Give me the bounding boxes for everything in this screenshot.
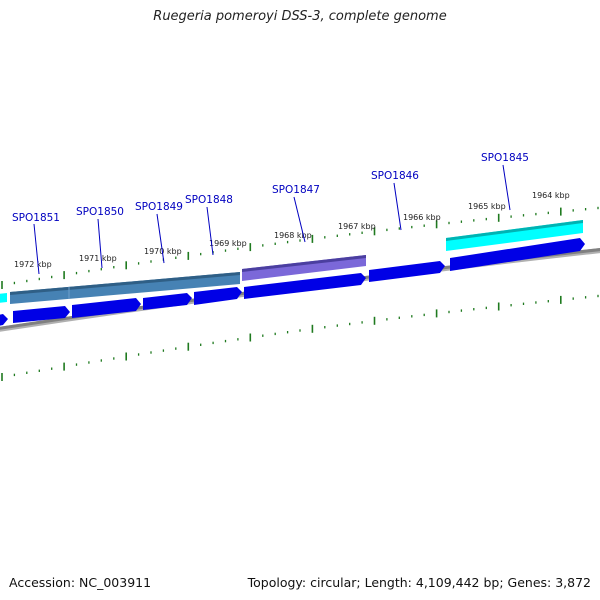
- cds-track: [0, 238, 585, 326]
- leader-line: [97, 218, 103, 269]
- gene-leaders: [33, 164, 511, 275]
- tick-label: 1971 kbp: [79, 254, 117, 263]
- leader-line: [293, 196, 306, 243]
- cds-arrow[interactable]: [143, 293, 192, 310]
- tick-label: 1965 kbp: [468, 202, 506, 211]
- cds-arrow[interactable]: [450, 238, 585, 271]
- tick-label: 1964 kbp: [532, 191, 570, 200]
- feature-bar-steel-highlight: [10, 272, 240, 295]
- leader-line: [33, 223, 40, 275]
- feature-bar-cyan-highlight: [446, 220, 583, 241]
- tick-label: 1972 kbp: [14, 260, 52, 269]
- tick-label: 1966 kbp: [403, 213, 441, 222]
- gene-label-spo1846[interactable]: SPO1846: [371, 170, 419, 182]
- gene-label-spo1845[interactable]: SPO1845: [481, 152, 529, 164]
- cds-arrow[interactable]: [72, 298, 141, 318]
- gene-label-spo1849[interactable]: SPO1849: [135, 201, 183, 213]
- gene-label-spo1850[interactable]: SPO1850: [76, 206, 124, 218]
- tick-label: 1967 kbp: [338, 222, 376, 231]
- feature-bar-slate-highlight: [242, 255, 366, 272]
- feature-bar-cyan-left[interactable]: [0, 293, 7, 303]
- tick-track-lower: [1, 294, 599, 381]
- genome-summary-text: Topology: circular; Length: 4,109,442 bp…: [247, 575, 591, 590]
- tick-track-upper: [1, 206, 599, 289]
- cds-arrow[interactable]: [13, 306, 70, 323]
- gene-labels: SPO1845 SPO1846 SPO1847 SPO1848 SPO1849 …: [12, 152, 529, 224]
- feature-bar-cyan[interactable]: [446, 220, 583, 251]
- gene-label-spo1851[interactable]: SPO1851: [12, 212, 60, 224]
- cds-arrow[interactable]: [369, 261, 445, 282]
- tick-label: 1968 kbp: [274, 231, 312, 240]
- cds-arrow[interactable]: [244, 273, 366, 299]
- gene-label-spo1848[interactable]: SPO1848: [185, 194, 233, 206]
- cds-arrow[interactable]: [0, 314, 8, 326]
- gene-label-spo1847[interactable]: SPO1847: [272, 184, 320, 196]
- leader-line: [156, 213, 165, 264]
- accession-text: Accession: NC_003911: [9, 575, 152, 590]
- map-title: Ruegeria pomeroyi DSS-3, complete genome: [153, 9, 447, 24]
- feature-track: [0, 220, 583, 304]
- leader-line: [206, 206, 214, 256]
- leader-line: [393, 182, 402, 231]
- tick-label: 1969 kbp: [209, 239, 247, 248]
- leader-line: [502, 164, 511, 211]
- cds-arrow[interactable]: [194, 287, 242, 305]
